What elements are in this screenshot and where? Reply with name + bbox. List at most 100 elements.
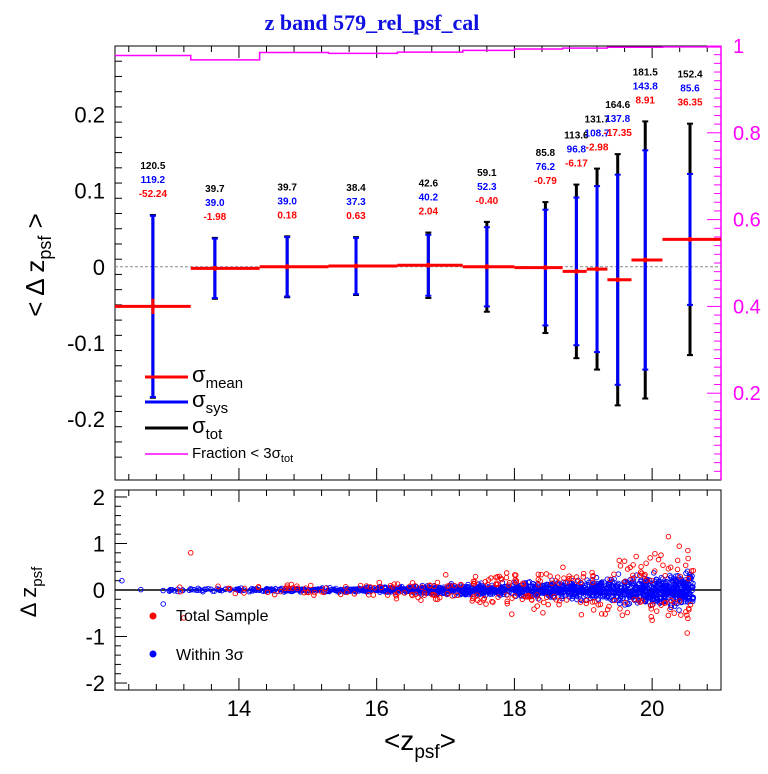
scatter-point <box>567 594 573 600</box>
scatter-point <box>671 610 677 616</box>
scatter-point <box>535 571 542 578</box>
scatter-point <box>671 593 677 599</box>
svg-text:Within 3σ: Within 3σ <box>176 647 244 664</box>
scatter-point <box>688 585 694 591</box>
scatter-point <box>495 594 501 600</box>
scatter-point <box>590 592 597 598</box>
scatter-point <box>606 603 612 610</box>
scatter-point <box>542 587 549 593</box>
scatter-point <box>565 584 572 590</box>
scatter-point <box>643 577 649 584</box>
scatter-point <box>421 590 428 596</box>
scatter-point <box>624 566 631 572</box>
bin-annotation: 131.7 <box>585 115 610 126</box>
scatter-point <box>602 611 608 617</box>
scatter-point <box>687 602 694 608</box>
scatter-point <box>503 570 510 576</box>
scatter-point <box>584 597 590 604</box>
scatter-point <box>543 594 550 601</box>
svg-text:σmean: σmean <box>192 362 243 392</box>
scatter-point <box>402 586 408 593</box>
mean-point <box>542 265 548 271</box>
scatter-point <box>509 595 515 601</box>
scatter-point <box>653 594 660 601</box>
scatter-point <box>504 598 510 605</box>
scatter-point <box>381 587 388 594</box>
scatter-point <box>531 606 537 612</box>
scatter-point <box>663 582 670 589</box>
bin-annotation: 85.8 <box>536 148 556 159</box>
scatter-point <box>670 576 677 582</box>
scatter-point <box>202 586 208 593</box>
scatter-point <box>394 581 401 587</box>
scatter-point <box>444 591 451 597</box>
scatter-point <box>504 600 511 607</box>
mean-point <box>425 262 431 268</box>
scatter-point <box>592 598 598 605</box>
scatter-point <box>419 584 425 590</box>
scatter-point <box>633 572 640 578</box>
scatter-point <box>621 584 628 591</box>
scatter-point <box>284 584 290 590</box>
scatter-point <box>685 547 691 554</box>
scatter-point <box>594 591 600 597</box>
scatter-point <box>277 586 284 593</box>
scatter-point <box>241 585 248 592</box>
scatter-point <box>534 588 541 595</box>
scatter-point <box>548 590 554 597</box>
scatter-point <box>641 582 648 589</box>
scatter-point <box>308 582 314 589</box>
mean-point <box>484 264 490 270</box>
scatter-point <box>674 557 681 564</box>
scatter-point <box>628 590 634 596</box>
bin-annotation: 39.0 <box>205 198 225 209</box>
bin-annotation: 36.35 <box>677 98 702 109</box>
scatter-point <box>498 585 505 592</box>
x-tick-label: 14 <box>227 696 251 721</box>
scatter-point <box>553 597 559 603</box>
scatter-point <box>384 592 391 598</box>
scatter-point <box>365 591 372 598</box>
fraction-line <box>115 46 721 61</box>
scatter-point <box>630 572 636 579</box>
scatter-point <box>631 593 637 599</box>
scatter-point <box>409 592 416 599</box>
scatter-point <box>667 606 673 613</box>
scatter-point <box>580 570 587 577</box>
scatter-point <box>233 586 239 593</box>
x-tick-label: 16 <box>364 696 388 721</box>
scatter-point <box>232 590 239 597</box>
scatter-point <box>588 587 594 594</box>
scatter-point <box>265 587 271 593</box>
scatter-point <box>509 611 515 617</box>
scatter-point <box>617 606 623 612</box>
scatter-point <box>650 595 656 602</box>
fraction-tick-label: 0.4 <box>733 296 761 318</box>
scatter-point <box>451 592 458 599</box>
bin-annotation: -0.40 <box>475 196 498 207</box>
scatter-point <box>415 594 421 601</box>
scatter-point <box>392 591 399 598</box>
scatter-point <box>435 587 442 593</box>
scatter-point <box>529 583 536 590</box>
top-legend: σmean σsys σtot Fraction < 3σtot <box>145 362 293 465</box>
scatter-point <box>371 585 378 591</box>
scatter-point <box>458 582 464 588</box>
bin-annotation: 119.2 <box>141 175 166 186</box>
scatter-point <box>395 589 402 596</box>
scatter-point <box>322 585 329 591</box>
scatter-point <box>685 575 692 582</box>
scatter-point <box>412 583 418 589</box>
scatter-point <box>657 581 664 588</box>
scatter-point <box>684 612 690 618</box>
scatter-point <box>577 599 584 605</box>
scatter-point <box>644 591 651 597</box>
scatter-point <box>378 584 385 591</box>
scatter-point <box>622 578 628 585</box>
y-tick-label: 0 <box>93 255 105 280</box>
scatter-point <box>563 597 570 603</box>
bin-annotation: 0.63 <box>346 211 366 222</box>
scatter-point <box>622 599 628 606</box>
scatter-point <box>454 592 461 599</box>
fraction-tick-label: 0.6 <box>733 210 761 232</box>
